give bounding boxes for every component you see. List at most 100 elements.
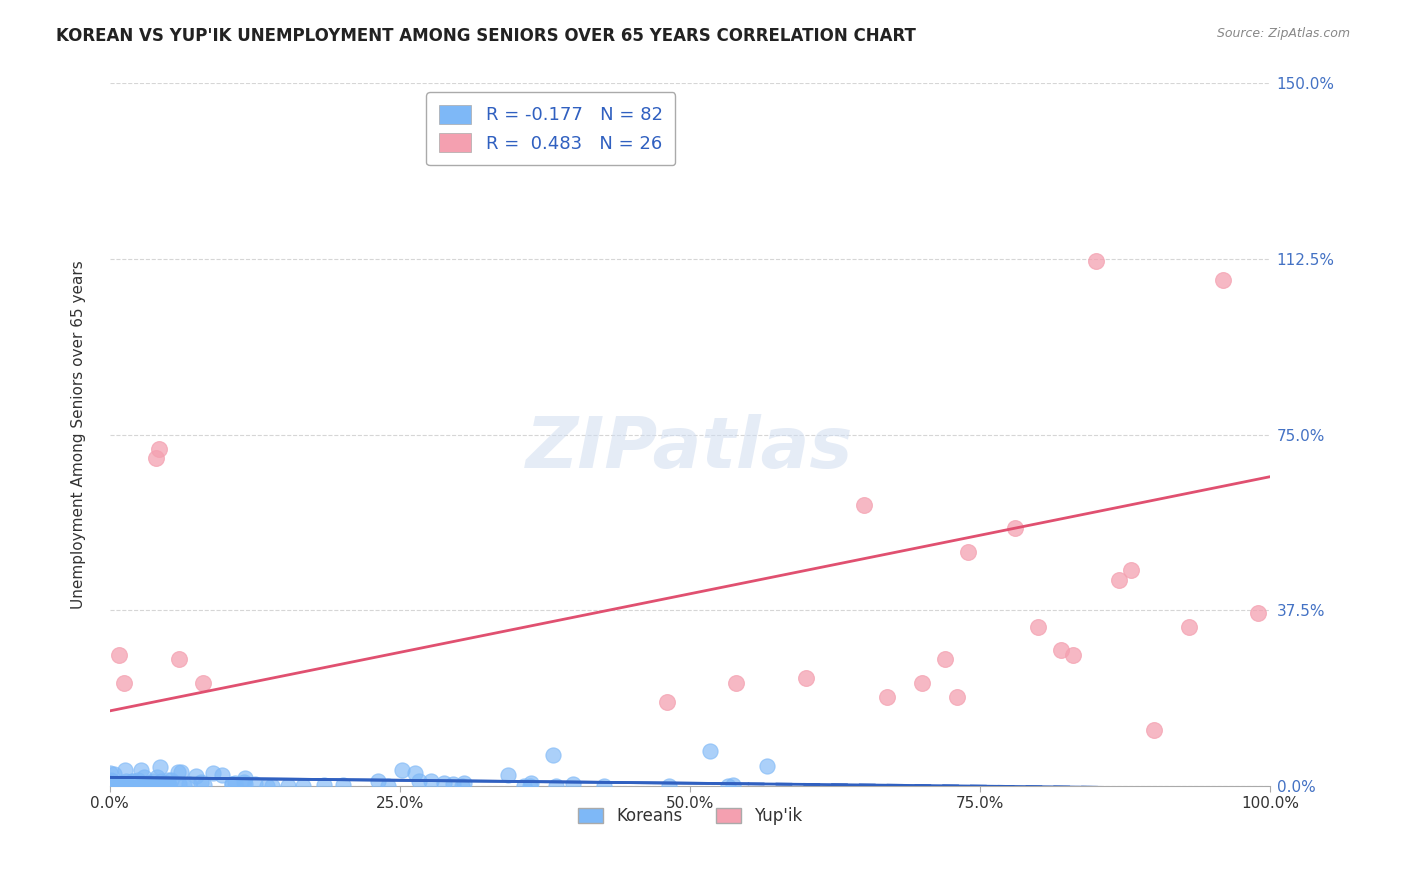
Koreans [408,773,430,788]
Koreans [169,764,191,779]
Yup'ik [934,652,956,666]
Koreans [453,776,475,790]
Koreans [377,779,399,793]
Text: KOREAN VS YUP'IK UNEMPLOYMENT AMONG SENIORS OVER 65 YEARS CORRELATION CHART: KOREAN VS YUP'IK UNEMPLOYMENT AMONG SENI… [56,27,917,45]
Yup'ik [1062,648,1084,662]
Koreans [211,767,233,781]
Yup'ik [145,450,167,465]
Koreans [115,773,138,788]
Koreans [101,779,124,793]
Koreans [221,777,243,791]
Koreans [314,778,336,792]
Yup'ik [1004,521,1026,535]
Koreans [221,777,243,791]
Yup'ik [108,648,131,662]
Koreans [593,779,616,793]
Koreans [186,768,208,782]
Koreans [520,776,543,790]
Koreans [160,773,183,788]
Koreans [391,764,413,778]
Yup'ik [1084,254,1107,268]
Text: ZIPatlas: ZIPatlas [526,414,853,483]
Koreans [519,779,541,793]
Yup'ik [876,690,898,704]
Koreans [193,779,215,793]
Koreans [167,765,190,780]
Koreans [202,766,225,780]
Koreans [420,773,443,788]
Koreans [101,779,124,793]
Koreans [104,778,127,792]
Koreans [131,776,153,790]
Koreans [101,777,124,791]
Yup'ik [655,694,678,708]
Yup'ik [1050,643,1073,657]
Koreans [233,772,256,786]
Koreans [658,779,681,793]
Yup'ik [1177,619,1199,633]
Koreans [404,766,426,780]
Koreans [156,777,179,791]
Koreans [149,779,172,793]
Koreans [561,777,583,791]
Koreans [496,768,519,782]
Koreans [367,774,389,789]
Koreans [546,779,568,793]
Koreans [112,776,135,790]
Koreans [146,771,169,785]
Koreans [756,759,779,773]
Koreans [156,773,179,788]
Koreans [433,775,456,789]
Yup'ik [794,671,817,685]
Koreans [149,777,172,791]
Yup'ik [945,690,967,704]
Koreans [122,773,145,788]
Yup'ik [1108,573,1130,587]
Koreans [157,778,180,792]
Yup'ik [1143,723,1166,737]
Koreans [98,765,121,780]
Koreans [110,779,132,793]
Yup'ik [852,498,875,512]
Koreans [132,779,155,793]
Koreans [148,778,170,792]
Yup'ik [725,675,748,690]
Yup'ik [1119,563,1142,577]
Koreans [721,778,744,792]
Legend: Koreans, Yup'ik: Koreans, Yup'ik [569,799,810,834]
Koreans [121,773,143,788]
Koreans [260,779,283,793]
Koreans [167,777,190,791]
Koreans [107,776,129,790]
Koreans [235,777,257,791]
Koreans [112,777,135,791]
Koreans [177,777,200,791]
Koreans [173,779,195,793]
Koreans [441,777,464,791]
Yup'ik [148,442,170,456]
Koreans [699,744,721,758]
Yup'ik [1026,619,1049,633]
Yup'ik [169,652,191,666]
Koreans [224,776,246,790]
Y-axis label: Unemployment Among Seniors over 65 years: Unemployment Among Seniors over 65 years [72,260,86,609]
Koreans [129,763,152,777]
Koreans [256,779,278,793]
Text: Source: ZipAtlas.com: Source: ZipAtlas.com [1216,27,1350,40]
Koreans [117,778,139,792]
Koreans [100,773,122,788]
Koreans [101,773,124,788]
Koreans [513,779,536,793]
Koreans [114,763,136,777]
Koreans [543,748,565,763]
Yup'ik [1212,273,1234,287]
Koreans [717,779,740,793]
Koreans [277,779,299,793]
Koreans [135,778,157,792]
Koreans [136,776,159,790]
Yup'ik [112,675,135,690]
Koreans [243,777,266,791]
Koreans [155,776,177,790]
Koreans [451,779,474,793]
Koreans [103,767,125,781]
